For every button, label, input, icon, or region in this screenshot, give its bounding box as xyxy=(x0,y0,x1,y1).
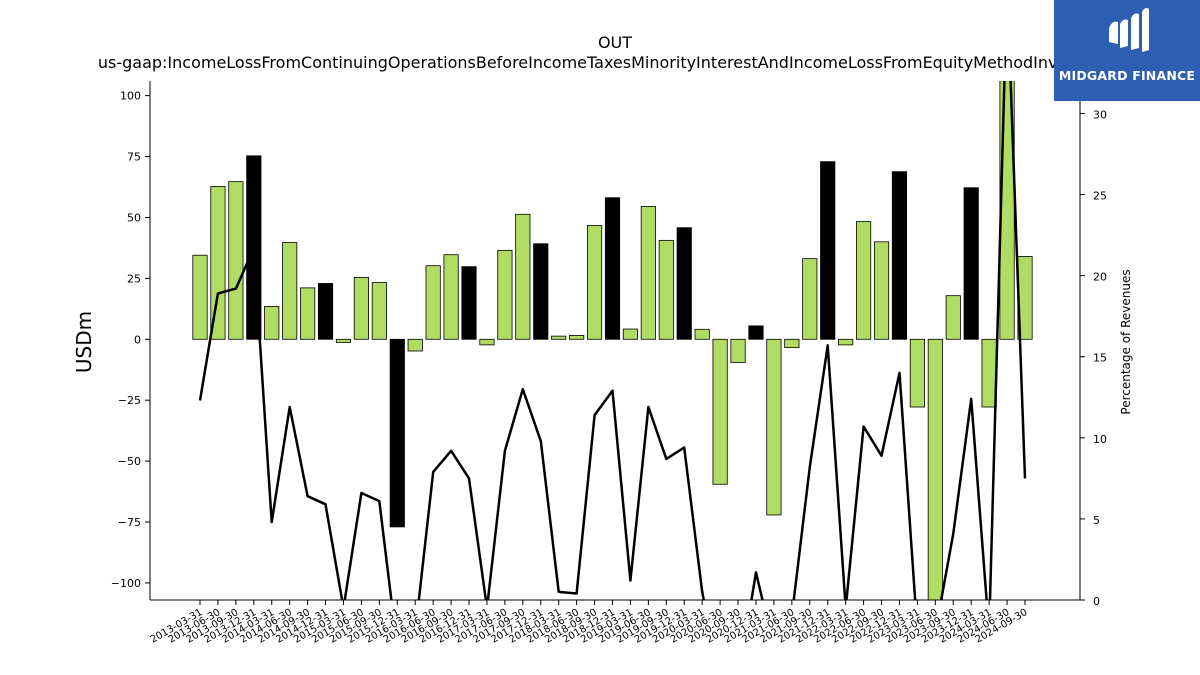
y-tick-label: 100 xyxy=(120,90,141,103)
bar xyxy=(335,338,352,343)
y2-tick-label: 25 xyxy=(1093,190,1107,203)
y2-tick-label: 30 xyxy=(1093,108,1107,121)
bar xyxy=(945,295,961,340)
bar-series xyxy=(192,81,1033,600)
y-tick-label: 50 xyxy=(127,211,141,224)
line-path xyxy=(198,81,1027,600)
y2-tick-label: 20 xyxy=(1093,271,1107,284)
y-tick-label: −100 xyxy=(111,577,141,590)
bar xyxy=(371,282,387,340)
bar xyxy=(873,241,890,340)
bar xyxy=(425,265,441,340)
bar xyxy=(694,328,710,340)
bar xyxy=(282,242,298,340)
y-axis-label: USDm xyxy=(72,311,96,373)
y2-tick-label: 5 xyxy=(1093,514,1100,527)
bar xyxy=(802,258,818,340)
chart-subtitle: us-gaap:IncomeLossFromContinuingOperatio… xyxy=(98,53,1132,72)
y2-axis-label: Percentage of Revenues xyxy=(1119,269,1133,414)
bar xyxy=(515,213,531,340)
bar xyxy=(264,305,280,340)
y-tick-label: 25 xyxy=(127,272,141,285)
bar xyxy=(604,197,621,340)
y2-tick-label: 15 xyxy=(1093,352,1107,365)
bar xyxy=(389,338,405,528)
bar xyxy=(443,254,459,340)
bar xyxy=(856,221,872,340)
y2-tick-label: 0 xyxy=(1093,595,1100,608)
bar xyxy=(712,338,728,485)
chart-title: OUT xyxy=(598,33,632,52)
bar xyxy=(407,338,423,352)
bar xyxy=(676,227,692,340)
bar xyxy=(981,338,997,408)
bar xyxy=(210,186,226,340)
y-tick-label: −75 xyxy=(118,516,141,529)
y-tick-label: 0 xyxy=(134,333,141,346)
midgard-logo-icon xyxy=(1109,8,1149,52)
bar xyxy=(533,243,549,340)
bar xyxy=(748,325,764,340)
bar xyxy=(927,338,943,600)
brand-name: MIDGARD FINANCE xyxy=(1058,68,1196,83)
brand-logo: MIDGARD FINANCE xyxy=(1054,0,1200,101)
bar xyxy=(317,283,334,340)
bar xyxy=(551,335,567,340)
y-tick-label: 75 xyxy=(127,151,141,164)
bar xyxy=(479,338,495,346)
bar xyxy=(784,338,800,348)
axes: −100−75−50−2502550751000510152025302013-… xyxy=(111,81,1107,646)
y-tick-label: −25 xyxy=(118,394,141,407)
line-series xyxy=(198,81,1027,600)
bar xyxy=(353,276,369,340)
bar xyxy=(640,206,656,340)
bar xyxy=(891,171,908,340)
bar xyxy=(820,161,836,340)
bar xyxy=(497,249,513,340)
bar xyxy=(963,187,979,340)
bar xyxy=(569,334,585,340)
bar xyxy=(909,338,925,408)
y2-tick-label: 10 xyxy=(1093,433,1107,446)
bar xyxy=(622,328,639,340)
bar xyxy=(766,338,782,516)
bar xyxy=(192,254,208,340)
bar xyxy=(730,338,746,363)
bar xyxy=(658,239,674,340)
bar xyxy=(228,181,244,340)
bar xyxy=(838,338,854,346)
bar xyxy=(461,266,477,340)
bar xyxy=(300,287,316,340)
bar xyxy=(586,225,603,340)
y-tick-label: −50 xyxy=(118,455,141,468)
